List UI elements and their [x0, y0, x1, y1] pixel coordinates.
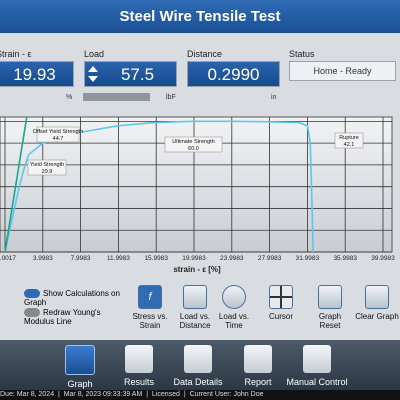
tool-label: Clear Graph: [355, 312, 399, 321]
strain-label: Strain - ε: [0, 49, 32, 59]
x-tick-label: 27.9983: [258, 255, 282, 262]
toggle-show-calc[interactable]: Show Calculations on Graph: [24, 289, 124, 307]
nav-data-details[interactable]: Data Details: [166, 345, 230, 387]
annotation-value: 29.9: [42, 169, 53, 175]
load-unit: lbF: [166, 94, 176, 101]
status-item: Licensed: [151, 391, 180, 398]
tool-label: Load vs. Time: [218, 312, 250, 330]
strain-unit: %: [66, 94, 73, 101]
annotation-value: 60.0: [188, 146, 199, 152]
load-direction-icon: [88, 66, 98, 82]
annotation-label: Yield Strength: [30, 162, 64, 168]
load-progress: [83, 93, 150, 101]
annotation-box: [27, 159, 67, 176]
annotation-value: 44.7: [53, 136, 64, 142]
nav-label: Results: [123, 377, 154, 387]
nav-graph[interactable]: Graph: [48, 345, 112, 389]
annotation-label: Ultimate Strength: [172, 139, 215, 145]
status-item: Mar 8, 2023 09:33:39 AM: [63, 391, 143, 398]
status-item: Current User: John Doe: [189, 391, 264, 398]
tool-label: Cursor: [268, 312, 293, 321]
load-readout: 57.5: [84, 61, 177, 87]
graph-reset-button[interactable]: Graph Reset: [308, 285, 352, 330]
x-tick-label: -0.0017: [0, 255, 16, 262]
nav-manual-control[interactable]: Manual Control: [285, 345, 349, 387]
x-tick-label: 3.9983: [33, 255, 53, 262]
status-item: Due: Mar 8, 2024: [0, 391, 55, 398]
nav-label: Data Details: [173, 377, 223, 387]
load-label: Load: [84, 49, 105, 59]
annotation-value: 42.1: [344, 142, 355, 148]
annotation-box: [334, 132, 364, 149]
x-tick-label: 35.9983: [333, 255, 357, 262]
separator: |: [183, 391, 186, 398]
nav-label: Report: [244, 377, 272, 387]
distance-label: Distance: [187, 49, 223, 59]
nav-label: Graph: [67, 379, 93, 389]
data-line: [4, 116, 28, 253]
status-readout: Home - Ready: [289, 61, 396, 81]
separator: |: [57, 391, 60, 398]
x-tick-label: 7.9983: [71, 255, 91, 262]
x-tick-label: 31.9983: [296, 255, 320, 262]
toggle-label: Show Calculations on Graph: [24, 289, 120, 308]
nav-report[interactable]: Report: [226, 345, 290, 387]
x-tick-label: 19.9983: [182, 255, 206, 262]
load-distance-button[interactable]: Load vs. Distance: [173, 285, 217, 330]
x-axis-label: strain - ε [%]: [173, 265, 221, 274]
load-time-button[interactable]: Load vs. Time: [212, 285, 256, 330]
title-bar: Steel Wire Tensile Test: [0, 0, 400, 33]
tool-label: Load vs. Distance: [179, 312, 211, 330]
distance-readout: 0.2990: [187, 61, 280, 87]
annotation-label: Rupture: [339, 135, 359, 141]
status-bar: Due: Mar 8, 2024 | Mar 8, 2023 09:33:39 …: [0, 390, 400, 400]
annotation-box: [36, 126, 80, 143]
chart: strain - ε [%] -0.0017 3.9983 7.9983 11.998…: [0, 116, 395, 274]
x-tick-label: 39.9983: [371, 255, 395, 262]
status-label: Status: [289, 49, 315, 59]
distance-unit: in: [271, 94, 277, 101]
toggle-label: Redraw Young's Modulus Line: [24, 308, 101, 327]
clear-graph-button[interactable]: Clear Graph: [355, 285, 399, 321]
annotation-box: [164, 136, 223, 153]
annotation-label: Offset Yield Strength: [33, 129, 83, 135]
x-tick-label: 11.9983: [107, 255, 130, 262]
tool-label: Stress vs. Strain: [132, 312, 168, 330]
data-line: [4, 120, 314, 253]
stress-strain-button[interactable]: f Stress vs. Strain: [128, 285, 172, 330]
toggle-redraw[interactable]: Redraw Young's Modulus Line: [24, 308, 124, 326]
nav-results[interactable]: Results: [107, 345, 171, 387]
tool-label: Graph Reset: [318, 312, 342, 330]
separator: |: [146, 391, 149, 398]
x-tick-label: 23.9983: [220, 255, 244, 262]
x-tick-label: 15.9983: [144, 255, 168, 262]
cursor-button[interactable]: Cursor: [259, 285, 303, 321]
nav-label: Manual Control: [286, 377, 348, 387]
strain-readout: 19.93: [0, 61, 74, 87]
